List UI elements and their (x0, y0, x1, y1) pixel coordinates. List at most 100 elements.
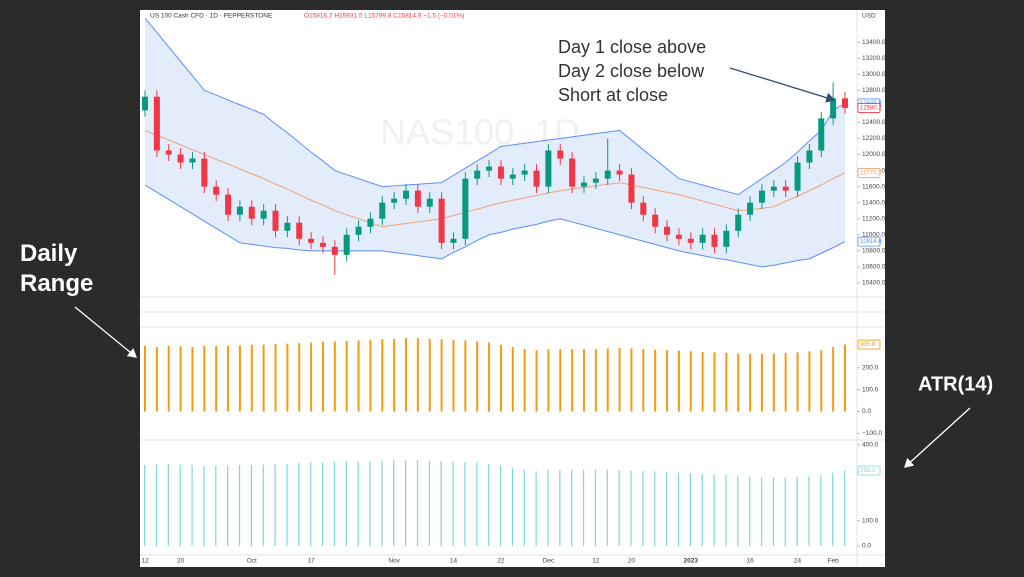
candle-body (806, 150, 813, 163)
candle-body (213, 186, 220, 195)
bar (416, 459, 419, 546)
bar (381, 339, 384, 412)
bar (274, 463, 276, 546)
bar (274, 344, 277, 412)
last-value-label: 298.3 (860, 468, 876, 474)
candle-body (225, 194, 232, 215)
bar (345, 461, 347, 546)
bar (523, 470, 525, 546)
bar (191, 465, 193, 546)
bar (393, 459, 395, 546)
bar (654, 349, 657, 412)
bar (488, 463, 490, 546)
bar (571, 470, 573, 546)
bar (369, 339, 372, 412)
bar (499, 465, 502, 546)
bar (844, 344, 846, 412)
bar (250, 465, 252, 546)
y-tick-label: 13000.0 (862, 71, 886, 78)
bar (630, 470, 632, 546)
y-tick-label: 10600.0 (862, 264, 886, 271)
bar (215, 465, 217, 546)
band-line (144, 129, 846, 228)
range-annotation: Daily Range (20, 240, 93, 297)
last-value-label: 12580.2 (860, 106, 882, 112)
bar (203, 465, 205, 546)
bar (262, 464, 264, 546)
bar (594, 349, 597, 412)
y-tick-label: 400.0 (862, 442, 879, 449)
bar (357, 340, 360, 412)
x-tick-label: 12 (141, 558, 149, 565)
bar (357, 461, 359, 546)
x-tick-label: 14 (450, 558, 458, 565)
bar (547, 349, 550, 412)
last-value-label: 305.8 (860, 342, 876, 348)
bar (321, 462, 324, 546)
bar (677, 350, 680, 412)
bar (630, 348, 633, 412)
bar (749, 476, 751, 546)
bar (844, 470, 846, 546)
x-tick-label: 20 (628, 558, 636, 565)
bar (155, 346, 158, 412)
bar (238, 465, 241, 546)
candle-body (830, 98, 837, 119)
bar (701, 473, 703, 546)
y-tick-label: 12200.0 (862, 135, 886, 142)
y-tick-label: 12400.0 (862, 119, 886, 126)
candle-body (711, 234, 718, 247)
bar (310, 342, 313, 412)
last-value-box (857, 103, 881, 113)
bar (618, 470, 620, 546)
candle-body (284, 222, 291, 231)
y-tick-label: −100.0 (862, 430, 882, 437)
bar (689, 473, 691, 546)
bar (464, 340, 467, 412)
candle-body (165, 150, 172, 155)
x-tick-label: 22 (497, 558, 505, 565)
bar (416, 338, 419, 412)
bar (582, 349, 585, 412)
candle-body (260, 210, 267, 219)
candle-body (331, 246, 338, 255)
bar (345, 341, 348, 412)
annotation: Short at close (558, 85, 668, 105)
y-tick-label: 10400.0 (862, 280, 886, 287)
x-tick-label: Nov (388, 558, 400, 565)
candle-body (189, 158, 196, 163)
candle-body (142, 96, 148, 111)
bar (511, 346, 514, 412)
x-tick-label: Dec (543, 558, 555, 565)
bar (772, 477, 775, 546)
candle-body (308, 238, 315, 243)
last-value-box (857, 168, 881, 178)
x-tick-label: 12 (592, 558, 600, 565)
y-tick-label: 11000.0 (862, 232, 885, 239)
bar (594, 470, 597, 546)
bar (298, 463, 300, 546)
candle-body (569, 158, 576, 187)
bar (832, 472, 834, 546)
bar (286, 343, 289, 412)
bar (440, 339, 443, 412)
last-value-label: 11770.2 (860, 171, 882, 177)
bar (701, 351, 704, 412)
candle-body (628, 174, 635, 203)
candle-body (758, 190, 765, 203)
y-tick-label: 11400.0 (862, 199, 885, 206)
y-tick-label: 11200.0 (862, 215, 885, 222)
arrow (729, 67, 836, 103)
bar (737, 353, 740, 412)
bar (476, 462, 478, 546)
bar (369, 461, 371, 546)
bar (215, 345, 218, 412)
bar (820, 350, 823, 412)
bar (677, 472, 680, 546)
arrow (74, 306, 138, 358)
candle-body (391, 198, 398, 203)
candle-body (545, 150, 552, 187)
bar (808, 351, 811, 412)
candle-body (747, 202, 754, 215)
